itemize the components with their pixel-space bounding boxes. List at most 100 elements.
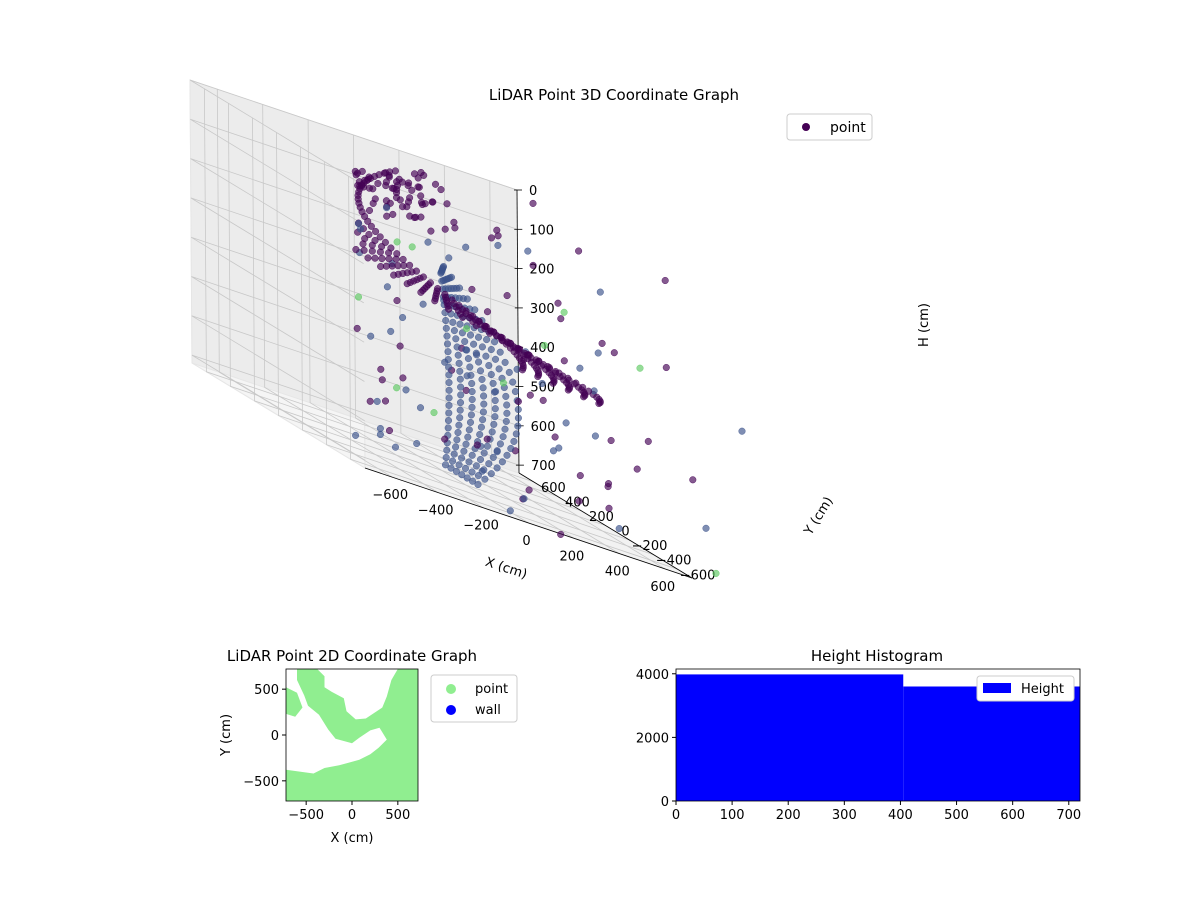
data-point xyxy=(644,437,652,445)
data-point xyxy=(442,316,450,325)
data-point xyxy=(476,430,484,439)
region-point xyxy=(286,687,303,717)
chart-3d-legend-marker xyxy=(802,123,810,131)
data-point xyxy=(557,315,565,323)
data-point xyxy=(443,332,451,340)
data-point xyxy=(398,178,406,186)
data-point xyxy=(496,440,504,448)
data-point xyxy=(514,422,522,430)
data-point xyxy=(427,227,435,235)
data-point xyxy=(352,245,360,254)
data-point xyxy=(514,414,522,422)
data-point xyxy=(503,451,511,459)
data-point xyxy=(564,374,572,382)
data-point xyxy=(462,346,470,354)
data-point xyxy=(491,405,499,413)
data-point xyxy=(385,427,394,435)
data-point xyxy=(483,308,492,316)
data-point xyxy=(466,418,475,426)
data-point xyxy=(499,379,507,387)
data-point xyxy=(529,261,537,269)
data-point xyxy=(576,472,584,480)
grid-z xyxy=(191,276,519,387)
data-point xyxy=(463,372,471,380)
y-tick-label: −500 xyxy=(243,775,279,790)
data-point xyxy=(456,320,464,328)
data-point xyxy=(460,447,468,455)
data-point xyxy=(441,461,450,469)
z-tick-label: 500 xyxy=(530,381,555,396)
data-point xyxy=(496,348,504,356)
data-point xyxy=(455,421,463,429)
data-point xyxy=(467,411,475,419)
data-point xyxy=(512,430,520,438)
data-point xyxy=(509,378,517,386)
data-point xyxy=(416,404,425,412)
x-tick-label: 600 xyxy=(1000,808,1025,823)
data-point xyxy=(434,285,442,293)
data-point xyxy=(510,437,518,445)
data-point xyxy=(485,361,493,370)
data-point xyxy=(479,384,487,392)
data-point xyxy=(480,449,488,457)
data-point xyxy=(420,171,428,179)
data-point xyxy=(475,358,483,366)
data-point xyxy=(426,279,434,287)
data-point xyxy=(539,396,547,404)
data-point xyxy=(472,349,480,357)
data-point xyxy=(399,374,407,382)
data-point xyxy=(482,352,490,360)
data-point xyxy=(469,477,477,485)
data-point xyxy=(453,343,461,351)
y-tick-label: 600 xyxy=(541,481,566,496)
data-point xyxy=(555,444,563,452)
histogram-bar xyxy=(676,674,904,801)
data-point xyxy=(489,379,497,387)
data-point xyxy=(371,254,379,262)
data-point xyxy=(399,203,407,211)
data-point xyxy=(383,204,391,212)
axis-y-line xyxy=(518,472,693,579)
y-tick-label: −600 xyxy=(680,568,716,583)
data-point xyxy=(470,340,478,348)
data-point xyxy=(437,186,445,194)
data-point xyxy=(661,276,669,285)
chart-histogram-legend: Height xyxy=(976,675,1075,702)
data-point xyxy=(490,388,499,396)
data-point xyxy=(575,247,583,255)
data-point xyxy=(545,363,553,372)
data-point xyxy=(478,375,486,383)
data-point xyxy=(562,419,570,427)
data-point xyxy=(387,244,395,252)
data-point xyxy=(540,341,549,350)
data-point xyxy=(615,525,623,533)
data-point xyxy=(480,466,488,474)
data-point xyxy=(702,524,710,532)
grid-x xyxy=(398,150,575,539)
data-point xyxy=(406,261,414,269)
data-point xyxy=(494,241,502,249)
data-point xyxy=(462,243,470,251)
data-point xyxy=(466,363,474,371)
data-point xyxy=(367,332,375,340)
x-tick-label: 0 xyxy=(672,808,680,823)
data-point xyxy=(391,167,399,175)
data-point xyxy=(378,376,386,384)
data-point xyxy=(444,355,452,364)
data-point xyxy=(452,443,460,451)
data-point xyxy=(514,405,522,414)
z-tick-label: 700 xyxy=(531,459,556,474)
data-point xyxy=(367,222,375,230)
data-point xyxy=(412,267,420,275)
data-point xyxy=(468,468,476,476)
data-point xyxy=(502,392,510,400)
data-point xyxy=(353,324,361,332)
data-point xyxy=(489,453,497,461)
data-point xyxy=(493,447,501,455)
data-point xyxy=(456,367,464,375)
data-point xyxy=(414,183,422,191)
data-point xyxy=(443,446,451,454)
y-tick-label: 0 xyxy=(621,525,629,540)
